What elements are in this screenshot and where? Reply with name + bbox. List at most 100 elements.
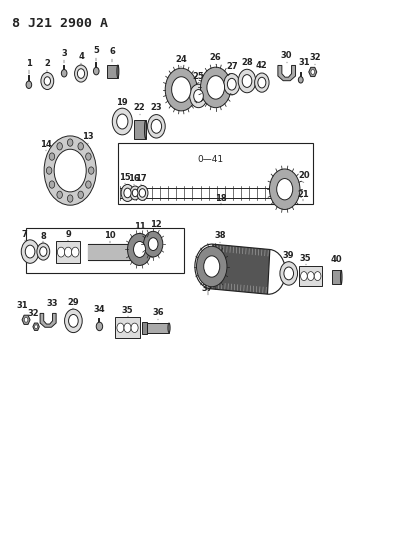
Polygon shape (40, 313, 56, 327)
Circle shape (34, 325, 38, 329)
Text: 7: 7 (22, 230, 28, 239)
Circle shape (144, 231, 163, 257)
Circle shape (65, 309, 82, 333)
Circle shape (137, 185, 148, 200)
Circle shape (131, 323, 138, 333)
Text: 35: 35 (300, 254, 311, 263)
Text: 18: 18 (215, 193, 226, 203)
Circle shape (255, 73, 269, 92)
Circle shape (96, 322, 103, 330)
Circle shape (148, 238, 158, 251)
Circle shape (71, 247, 79, 257)
Circle shape (200, 67, 231, 108)
Circle shape (301, 272, 307, 280)
Text: 25: 25 (192, 72, 205, 81)
Text: 34: 34 (94, 305, 105, 314)
Circle shape (21, 240, 39, 263)
Circle shape (258, 77, 266, 88)
Ellipse shape (144, 120, 147, 139)
Text: 27: 27 (226, 62, 237, 71)
Circle shape (280, 262, 298, 285)
Text: 9: 9 (65, 230, 71, 239)
Circle shape (128, 233, 152, 265)
Ellipse shape (57, 143, 63, 150)
Circle shape (277, 179, 293, 200)
Circle shape (172, 77, 191, 102)
Polygon shape (309, 67, 317, 77)
Circle shape (132, 189, 138, 197)
Polygon shape (211, 244, 270, 294)
Circle shape (207, 76, 225, 99)
Bar (142, 321, 147, 334)
Bar (299, 266, 322, 286)
Text: 12: 12 (150, 220, 162, 229)
Text: 31: 31 (16, 301, 28, 310)
Text: 21: 21 (297, 190, 309, 199)
Text: 32: 32 (27, 309, 38, 318)
Circle shape (165, 68, 197, 111)
Circle shape (194, 90, 203, 102)
Circle shape (314, 272, 321, 280)
Ellipse shape (168, 323, 170, 333)
Circle shape (139, 189, 146, 197)
Ellipse shape (78, 143, 83, 150)
Circle shape (25, 245, 35, 258)
Bar (332, 270, 341, 284)
Text: 29: 29 (68, 298, 79, 307)
Circle shape (117, 323, 124, 333)
Ellipse shape (49, 181, 55, 188)
Text: 22: 22 (134, 103, 146, 112)
Circle shape (151, 119, 162, 133)
Circle shape (65, 247, 72, 257)
Circle shape (124, 188, 131, 198)
Text: 36: 36 (152, 308, 164, 317)
Text: 15: 15 (119, 173, 131, 182)
Circle shape (37, 243, 50, 260)
Text: 11: 11 (134, 222, 146, 231)
Text: 17: 17 (136, 174, 147, 183)
Circle shape (121, 184, 134, 201)
Circle shape (41, 72, 54, 90)
Circle shape (224, 74, 240, 95)
Bar (134, 120, 146, 139)
Circle shape (284, 267, 294, 280)
Ellipse shape (89, 167, 94, 174)
Text: 37: 37 (202, 284, 213, 293)
Polygon shape (22, 315, 30, 325)
Circle shape (134, 241, 146, 257)
Polygon shape (88, 244, 132, 260)
Text: 19: 19 (117, 98, 128, 107)
Ellipse shape (117, 65, 119, 78)
Circle shape (308, 272, 314, 280)
Bar (147, 323, 169, 333)
Circle shape (242, 75, 252, 87)
Text: 31: 31 (298, 58, 310, 67)
Ellipse shape (49, 153, 55, 160)
Circle shape (311, 69, 315, 74)
Text: 6: 6 (109, 47, 115, 56)
Circle shape (44, 77, 51, 85)
Polygon shape (278, 66, 296, 80)
Circle shape (57, 247, 65, 257)
Text: 8: 8 (41, 232, 46, 241)
Text: 4: 4 (78, 52, 84, 61)
Ellipse shape (67, 139, 73, 146)
Circle shape (298, 77, 303, 83)
Text: 28: 28 (241, 58, 253, 67)
Text: 40: 40 (331, 255, 342, 264)
Circle shape (117, 114, 128, 129)
Circle shape (44, 136, 96, 205)
Text: 26: 26 (210, 53, 222, 62)
Circle shape (75, 65, 87, 82)
Text: 24: 24 (175, 55, 187, 64)
Ellipse shape (78, 191, 83, 198)
Text: 39: 39 (283, 251, 294, 260)
Text: 33: 33 (47, 299, 58, 308)
Text: 38: 38 (214, 231, 225, 240)
Text: 16: 16 (128, 174, 140, 183)
Bar (115, 317, 140, 338)
Ellipse shape (86, 153, 91, 160)
Text: 14: 14 (40, 140, 52, 149)
Text: 42: 42 (256, 61, 268, 70)
Ellipse shape (67, 195, 73, 202)
